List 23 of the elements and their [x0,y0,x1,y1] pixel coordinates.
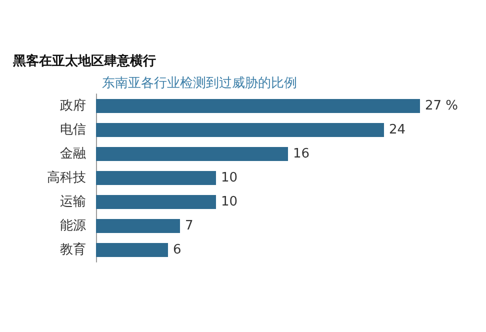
data-label: 6 [173,242,182,258]
bar [96,147,288,161]
bar [96,99,420,113]
chart-subtitle: 东南亚各行业检测到过威胁的比例 [102,76,297,91]
data-label: 27 % [425,98,458,114]
y-tick-label: 高科技 [47,170,86,186]
y-tick-label: 金融 [60,146,86,162]
y-tick-label: 电信 [60,122,86,138]
bar [96,123,384,137]
data-label: 10 [221,170,238,186]
data-label: 16 [293,146,310,162]
y-tick-label: 教育 [60,242,86,258]
y-tick-label: 运输 [60,194,86,210]
y-tick-label: 政府 [60,98,86,114]
bar [96,195,216,209]
bar [96,243,168,257]
y-tick-label: 能源 [60,218,86,234]
bar [96,219,180,233]
data-label: 7 [185,218,194,234]
data-label: 10 [221,194,238,210]
chart-title: 黑客在亚太地区肆意横行 [12,53,156,69]
bar [96,171,216,185]
data-label: 24 [389,122,406,138]
